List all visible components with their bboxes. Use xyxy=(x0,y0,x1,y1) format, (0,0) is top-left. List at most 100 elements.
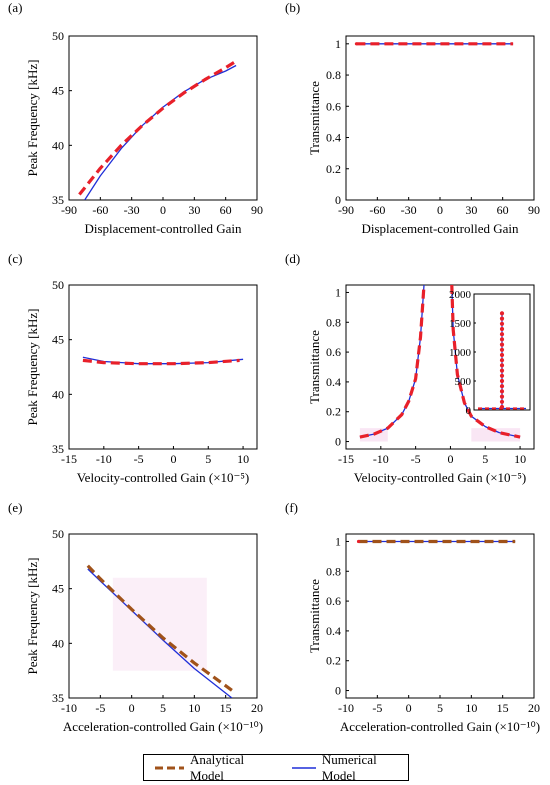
y-tick-label: 35 xyxy=(52,691,64,705)
panel-label: (b) xyxy=(285,0,300,15)
legend-label-analytical: Analytical Model xyxy=(189,751,245,783)
series-analytical-line xyxy=(359,285,426,439)
x-tick-label: -15 xyxy=(338,452,354,466)
series-numerical-line xyxy=(84,64,237,200)
x-tick-label: 10 xyxy=(237,452,249,466)
y-axis-label: Transmittance xyxy=(307,81,322,155)
y-tick-label: 1 xyxy=(335,534,341,548)
x-tick-label: 90 xyxy=(251,203,263,217)
x-tick-label: -10 xyxy=(96,452,112,466)
y-tick-label: 40 xyxy=(52,387,64,401)
axes-frame xyxy=(68,284,258,450)
y-tick-label: 35 xyxy=(52,442,64,456)
y-tick-label: 0 xyxy=(335,193,341,207)
inset-spike-marker xyxy=(499,326,505,332)
y-axis-label: Transmittance xyxy=(307,579,322,653)
x-tick-label: 0 xyxy=(406,701,412,715)
x-tick-label: -30 xyxy=(401,203,417,217)
series-numerical-line xyxy=(82,356,244,365)
y-tick-label: 40 xyxy=(52,636,64,650)
x-tick-label: -5 xyxy=(411,452,421,466)
x-tick-label: 15 xyxy=(497,701,509,715)
inset-spike-marker xyxy=(499,347,505,352)
y-tick-label: 0.2 xyxy=(326,405,341,419)
x-axis-label: Displacement-controlled Gain xyxy=(361,221,519,236)
legend-item-numerical: Numerical Model xyxy=(291,752,408,784)
x-tick-label: 0 xyxy=(170,452,176,466)
panel-c: (c) -15 -10 -5 0 5 10 35 40 45 50 Velocity-controll… xyxy=(8,251,258,485)
panel-a: (a) -90 -60 -30 0 30 60 90 35 40 45 50 Displacement-… xyxy=(8,0,263,236)
x-tick-label: 10 xyxy=(188,701,200,715)
x-tick-label: 5 xyxy=(205,452,211,466)
y-tick-label: 0.8 xyxy=(326,564,341,578)
axes-frame xyxy=(345,533,535,699)
x-tick-label: 60 xyxy=(497,203,509,217)
inset-spike-marker xyxy=(499,337,505,342)
y-tick-label: 50 xyxy=(52,527,64,541)
y-tick-label: 0.2 xyxy=(326,654,341,668)
series-end-marker xyxy=(356,539,361,544)
x-axis-label: Displacement-controlled Gain xyxy=(84,221,242,236)
y-tick-label: 45 xyxy=(52,84,64,98)
x-tick-label: -90 xyxy=(338,203,354,217)
y-tick-label: 45 xyxy=(52,333,64,347)
inset-spike-marker xyxy=(499,316,505,321)
inset-spike-marker xyxy=(499,332,505,337)
x-axis-label: Acceleration-controlled Gain (×10⁻¹⁰) xyxy=(63,719,263,734)
inset-spike-marker xyxy=(499,342,505,347)
panel-b: (b) -90 -60 -30 0 30 60 90 0 0.2 0.4 0.6 0.8 1 Displac… xyxy=(285,0,540,236)
y-axis-label: Transmittance xyxy=(307,330,322,404)
panel-d: (d) -15 -10 -5 0 5 10 0 0.2 0.4 0.6 0.8 1 Velocity-co… xyxy=(285,251,535,485)
series-end-marker xyxy=(354,42,359,46)
x-tick-label: -90 xyxy=(61,203,77,217)
y-tick-label: 1 xyxy=(335,37,341,51)
x-tick-label: 0 xyxy=(447,452,453,466)
inset-spike-marker xyxy=(499,384,505,389)
inset-spike-marker xyxy=(499,373,505,378)
x-tick-label: 30 xyxy=(188,203,200,217)
x-tick-label: 0 xyxy=(437,203,443,217)
x-tick-label: -5 xyxy=(134,452,144,466)
y-tick-label: 0.4 xyxy=(326,131,341,145)
inset-spike-marker xyxy=(499,311,505,316)
inset-spike-marker xyxy=(499,404,505,410)
inset-spike-marker xyxy=(499,358,505,363)
x-tick-label: -10 xyxy=(61,701,77,715)
legend-swatch-analytical xyxy=(155,766,184,769)
y-tick-label: 0.6 xyxy=(326,99,341,113)
y-tick-label: 0.6 xyxy=(326,345,341,359)
x-tick-label: 20 xyxy=(251,701,263,715)
x-tick-label: 90 xyxy=(528,203,540,217)
x-tick-label: 60 xyxy=(220,203,232,217)
inset-spike-marker xyxy=(499,399,505,404)
x-tick-label: 10 xyxy=(465,701,477,715)
inset-spike-marker xyxy=(499,321,505,326)
y-tick-label: 0.8 xyxy=(326,68,341,82)
x-tick-label: 15 xyxy=(220,701,232,715)
inset-spike-marker xyxy=(499,389,505,394)
x-tick-label: 5 xyxy=(437,701,443,715)
x-tick-label: -5 xyxy=(95,701,105,715)
x-tick-label: -60 xyxy=(92,203,108,217)
x-axis-label: Acceleration-controlled Gain (×10⁻¹⁰) xyxy=(340,719,540,734)
x-tick-label: -30 xyxy=(124,203,140,217)
legend-swatch-numerical xyxy=(292,766,316,769)
y-tick-label: 0 xyxy=(335,435,341,449)
legend-item-analytical: Analytical Model xyxy=(154,752,275,784)
y-axis-label: Peak Frequency [kHz] xyxy=(25,60,40,177)
inset-spike-marker xyxy=(499,368,505,373)
y-tick-label: 50 xyxy=(52,278,64,292)
y-tick-label: 40 xyxy=(52,138,64,152)
legend-label-numerical: Numerical Model xyxy=(321,751,377,783)
x-tick-label: 0 xyxy=(160,203,166,217)
y-tick-label: 45 xyxy=(52,582,64,596)
series-numerical-line xyxy=(359,285,425,438)
series-analytical-line xyxy=(82,358,240,366)
inset-spike-marker xyxy=(499,378,505,384)
y-tick-label: 0.6 xyxy=(326,594,341,608)
shade-region xyxy=(471,428,521,442)
inset-y-tick-label: 0 xyxy=(466,405,472,417)
y-axis-label: Peak Frequency [kHz] xyxy=(25,558,40,675)
series-analytical-line xyxy=(78,59,237,196)
